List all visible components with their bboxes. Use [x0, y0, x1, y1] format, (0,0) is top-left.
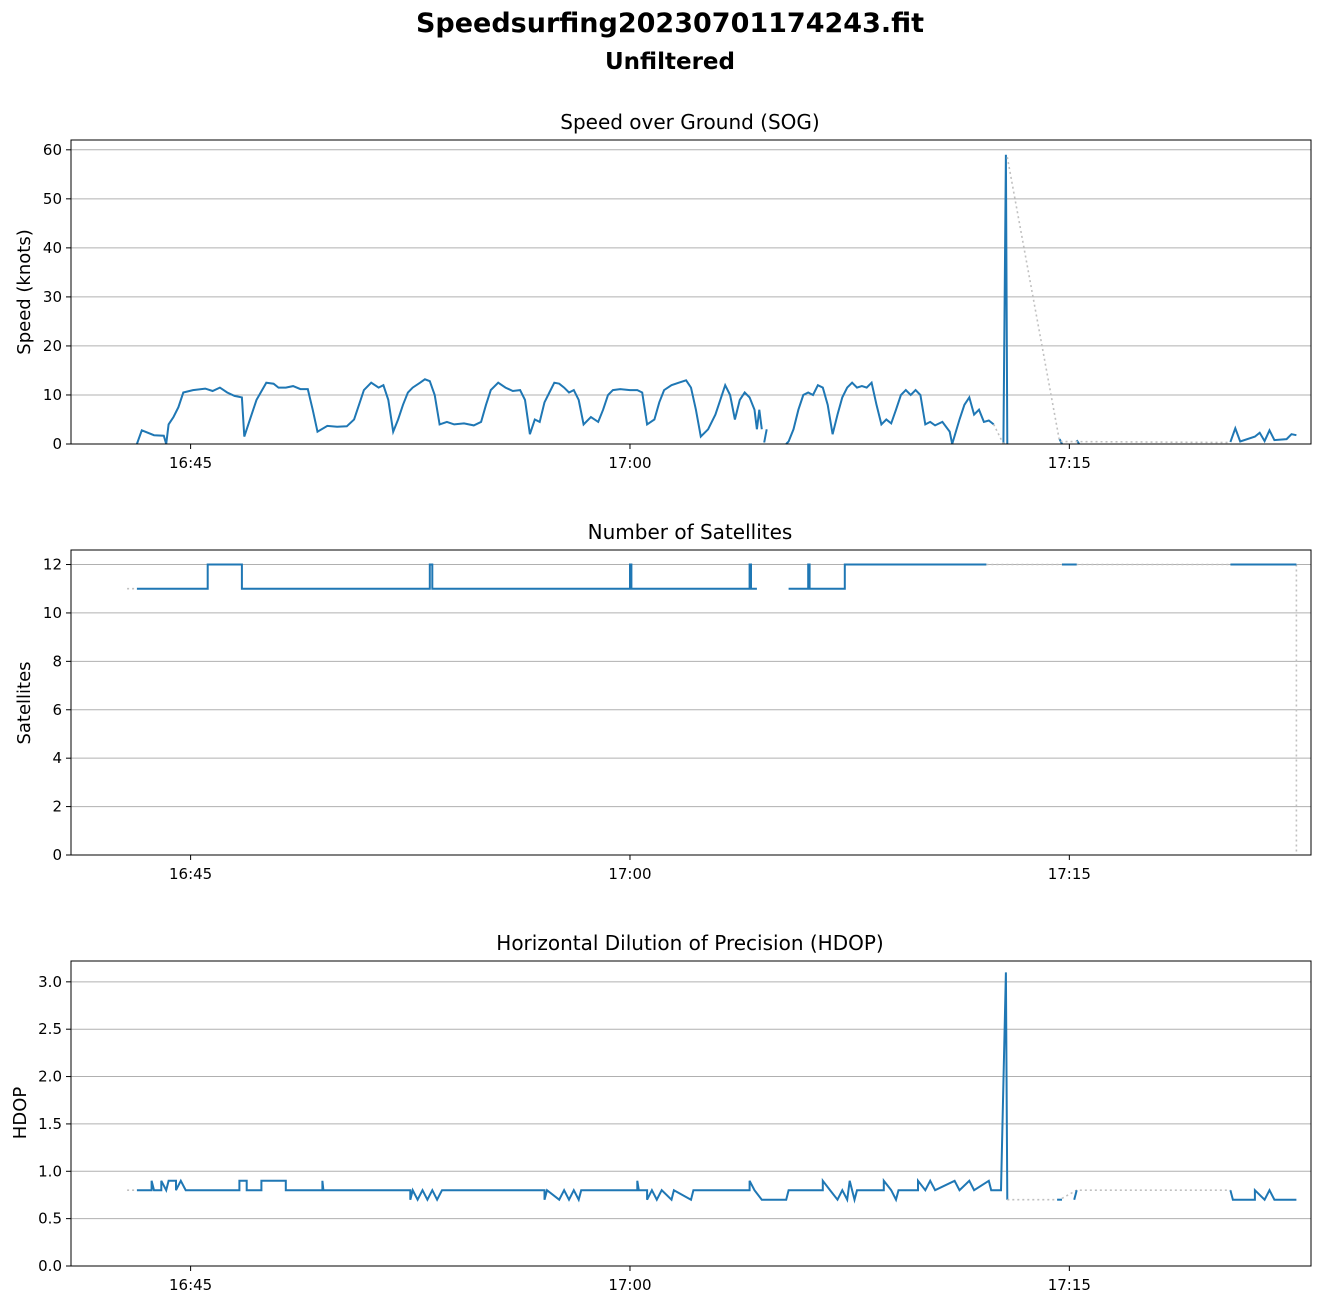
sog-gap-line	[1006, 157, 1231, 444]
satellites-y-tick-label: 12	[43, 556, 62, 574]
satellites-panel-title: Number of Satellites	[588, 520, 793, 544]
satellites-plot-frame	[70, 549, 1312, 856]
hdop-y-tick-label: 2.5	[38, 1020, 62, 1038]
satellites-y-tick-label: 0	[52, 846, 62, 864]
satellites-x-tick-label: 17:15	[1048, 865, 1091, 883]
satellites-series-line	[136, 563, 757, 590]
hdop-series-line	[1073, 1189, 1078, 1200]
sog-x-tick-label: 17:15	[1048, 454, 1091, 472]
sog-series-line	[135, 378, 763, 445]
hdop-x-tick-label: 17:15	[1048, 1276, 1091, 1294]
sog-series-line	[1075, 439, 1080, 445]
satellites-series-line	[788, 563, 987, 590]
hdop-gap-line	[1007, 1189, 1231, 1201]
sog-panel: Speed over Ground (SOG) Speed (knots) 0 1…	[14, 110, 1312, 472]
sog-y-tick-label: 20	[43, 337, 62, 355]
hdop-y-axis-label: HDOP	[10, 1087, 31, 1140]
hdop-series-line	[1229, 1187, 1297, 1202]
sog-y-tick-label: 10	[43, 386, 62, 404]
satellites-y-tick-label: 6	[52, 701, 62, 719]
sog-y-tick-label: 0	[52, 435, 62, 453]
hdop-y-tick-label: 1.0	[38, 1162, 62, 1180]
hdop-y-tick-label: 2.0	[38, 1068, 62, 1086]
hdop-y-tick-label: 1.5	[38, 1115, 62, 1133]
sog-x-tick-label: 16:45	[169, 454, 212, 472]
sog-y-axis-label: Speed (knots)	[14, 229, 35, 354]
hdop-x-tick-label: 17:00	[608, 1276, 651, 1294]
satellites-y-axis-label: Satellites	[14, 661, 35, 744]
satellites-panel: Number of Satellites Satellites 0 2 4 6 8 10 1…	[14, 520, 1312, 883]
satellites-y-tick-label: 8	[52, 652, 62, 670]
figure-title: Speedsurfing20230701174243.fit	[416, 8, 924, 39]
sog-y-tick-label: 40	[43, 239, 62, 257]
satellites-x-tick-label: 16:45	[169, 865, 212, 883]
sog-series-line	[785, 380, 995, 445]
sog-gap-line	[992, 424, 1005, 445]
figure-subtitle: Unfiltered	[605, 49, 735, 75]
hdop-plot-frame	[70, 960, 1312, 1267]
sog-y-tick-label: 50	[43, 190, 62, 208]
satellites-x-tick-label: 17:00	[608, 865, 651, 883]
sog-series-line	[1002, 154, 1009, 445]
hdop-series-line	[136, 972, 1009, 1204]
hdop-panel-title: Horizontal Dilution of Precision (HDOP)	[496, 931, 883, 955]
sog-panel-title: Speed over Ground (SOG)	[560, 110, 819, 134]
sog-plot-frame	[70, 139, 1312, 445]
sog-series-line	[763, 429, 768, 443]
satellites-y-tick-label: 2	[52, 798, 62, 816]
hdop-y-tick-label: 0.5	[38, 1210, 62, 1228]
hdop-x-tick-label: 16:45	[169, 1276, 212, 1294]
hdop-y-tick-label: 3.0	[38, 973, 62, 991]
hdop-y-tick-label: 0.0	[38, 1257, 62, 1275]
satellites-y-tick-label: 4	[52, 749, 62, 767]
sog-series-line	[1229, 425, 1297, 444]
sog-y-tick-label: 30	[43, 288, 62, 306]
sog-y-tick-label: 60	[43, 141, 62, 159]
satellites-y-tick-label: 10	[43, 604, 62, 622]
sog-x-tick-label: 17:00	[608, 454, 651, 472]
hdop-panel: Horizontal Dilution of Precision (HDOP) …	[10, 931, 1312, 1294]
